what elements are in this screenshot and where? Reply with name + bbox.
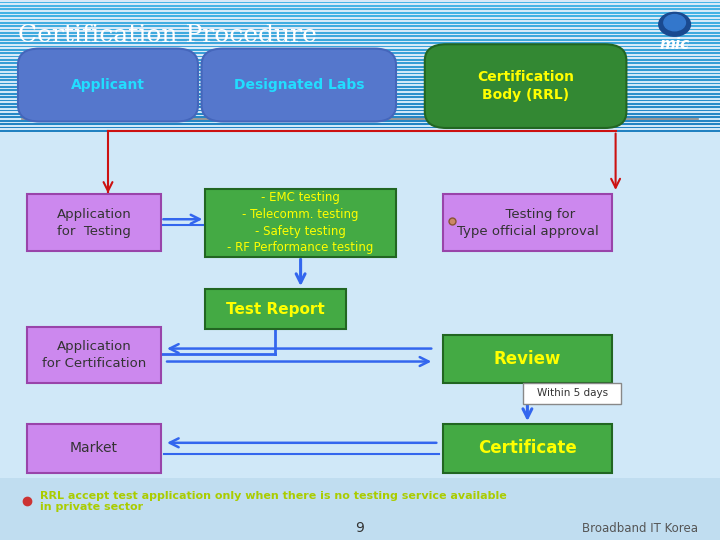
FancyBboxPatch shape	[0, 2, 720, 3]
Text: Application
for  Testing: Application for Testing	[57, 208, 131, 238]
FancyBboxPatch shape	[0, 45, 720, 47]
FancyBboxPatch shape	[27, 327, 161, 383]
FancyBboxPatch shape	[0, 9, 720, 10]
Text: Market: Market	[70, 441, 118, 455]
Text: in private sector: in private sector	[40, 502, 143, 511]
Text: Testing for
Type official approval: Testing for Type official approval	[456, 208, 598, 238]
FancyBboxPatch shape	[0, 5, 720, 6]
FancyBboxPatch shape	[0, 106, 720, 108]
FancyBboxPatch shape	[443, 424, 612, 472]
Text: - EMC testing
- Telecomm. testing
- Safety testing
- RF Performance testing: - EMC testing - Telecomm. testing - Safe…	[228, 192, 374, 254]
FancyBboxPatch shape	[0, 15, 720, 17]
FancyBboxPatch shape	[0, 96, 720, 98]
FancyBboxPatch shape	[205, 189, 396, 256]
FancyBboxPatch shape	[0, 99, 720, 102]
FancyBboxPatch shape	[443, 194, 612, 251]
FancyBboxPatch shape	[0, 103, 720, 105]
FancyBboxPatch shape	[0, 69, 720, 71]
Text: Applicant: Applicant	[71, 78, 145, 92]
FancyBboxPatch shape	[0, 478, 720, 540]
Text: Certificate: Certificate	[478, 439, 577, 457]
FancyBboxPatch shape	[0, 42, 720, 44]
Text: Certification Procedure: Certification Procedure	[18, 24, 317, 46]
FancyBboxPatch shape	[443, 335, 612, 383]
Text: Broadband IT Korea: Broadband IT Korea	[582, 522, 698, 535]
FancyBboxPatch shape	[0, 123, 720, 125]
Text: RRL accept test application only when there is no testing service available: RRL accept test application only when th…	[40, 491, 506, 501]
FancyBboxPatch shape	[0, 12, 720, 14]
FancyBboxPatch shape	[27, 194, 161, 251]
FancyBboxPatch shape	[0, 79, 720, 81]
FancyBboxPatch shape	[0, 130, 720, 132]
FancyBboxPatch shape	[18, 49, 198, 122]
FancyBboxPatch shape	[0, 90, 720, 91]
FancyBboxPatch shape	[0, 126, 720, 128]
FancyBboxPatch shape	[0, 39, 720, 40]
Text: Within 5 days: Within 5 days	[537, 388, 608, 399]
FancyBboxPatch shape	[0, 117, 720, 118]
Text: 9: 9	[356, 521, 364, 535]
FancyBboxPatch shape	[0, 22, 720, 24]
Text: Test Report: Test Report	[226, 302, 325, 316]
FancyBboxPatch shape	[0, 93, 720, 94]
FancyBboxPatch shape	[0, 29, 720, 30]
Circle shape	[659, 12, 690, 36]
FancyBboxPatch shape	[0, 32, 720, 33]
Text: mic: mic	[660, 37, 690, 52]
Text: Designated Labs: Designated Labs	[233, 78, 364, 92]
FancyBboxPatch shape	[0, 52, 720, 54]
FancyBboxPatch shape	[205, 289, 346, 329]
FancyBboxPatch shape	[0, 59, 720, 60]
Text: Certification
Body (RRL): Certification Body (RRL)	[477, 71, 574, 102]
Text: Review: Review	[494, 350, 561, 368]
Circle shape	[664, 15, 685, 31]
FancyBboxPatch shape	[0, 36, 720, 37]
FancyBboxPatch shape	[0, 25, 720, 27]
FancyBboxPatch shape	[202, 49, 396, 122]
FancyBboxPatch shape	[0, 83, 720, 84]
FancyBboxPatch shape	[425, 44, 626, 128]
FancyBboxPatch shape	[27, 424, 161, 472]
FancyBboxPatch shape	[0, 76, 720, 78]
FancyBboxPatch shape	[0, 18, 720, 20]
FancyBboxPatch shape	[0, 110, 720, 111]
FancyBboxPatch shape	[0, 113, 720, 114]
FancyBboxPatch shape	[523, 383, 621, 404]
Text: Application
for Certification: Application for Certification	[42, 340, 146, 370]
FancyBboxPatch shape	[0, 86, 720, 88]
FancyBboxPatch shape	[0, 120, 720, 122]
FancyBboxPatch shape	[0, 72, 720, 74]
FancyBboxPatch shape	[0, 68, 720, 540]
FancyBboxPatch shape	[0, 56, 720, 57]
FancyBboxPatch shape	[0, 49, 720, 51]
FancyBboxPatch shape	[0, 63, 720, 64]
FancyBboxPatch shape	[0, 66, 720, 68]
